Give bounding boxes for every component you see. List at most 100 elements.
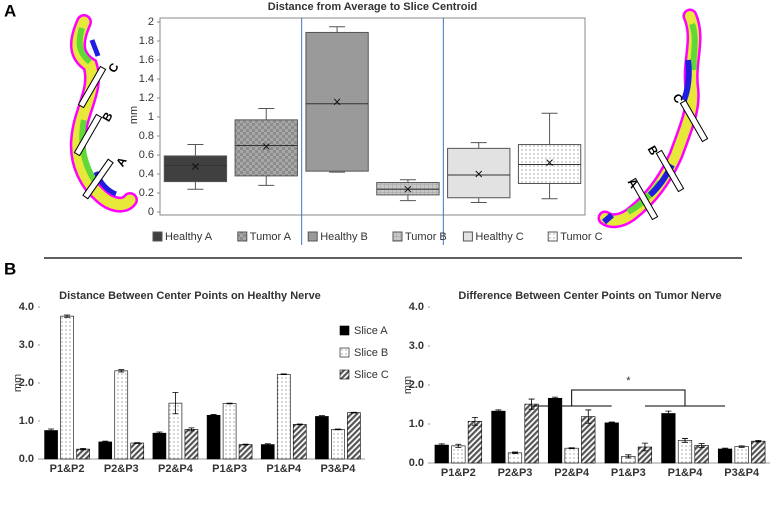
x-tick-label: P2&P3 <box>498 467 533 479</box>
chart-title: Distance Between Center Points on Health… <box>59 290 321 302</box>
legend-swatch <box>462 231 473 242</box>
slice-label: B <box>99 109 116 124</box>
legend-swatch <box>339 325 350 336</box>
error-bar <box>102 440 109 444</box>
bar <box>315 416 329 460</box>
error-bar <box>264 443 271 446</box>
mean-marker <box>475 170 483 178</box>
legend-swatch <box>237 231 248 242</box>
error-bar <box>552 396 559 400</box>
bar <box>292 424 307 460</box>
y-tick-label: 0.2 <box>139 187 154 199</box>
error-bar <box>242 443 249 446</box>
bar <box>751 440 766 464</box>
bar <box>547 397 563 464</box>
y-tick-label: 0.0 <box>409 457 424 469</box>
error-bar <box>608 421 615 425</box>
y-tick-label: 1.2 <box>139 92 154 104</box>
legend-label: Tumor C <box>560 231 602 243</box>
legend-label: Tumor B <box>405 231 447 243</box>
bar <box>451 445 466 464</box>
legend-swatch <box>547 231 558 242</box>
panel-label: B <box>4 259 16 278</box>
error-bar <box>698 443 705 448</box>
error-bar <box>665 410 672 417</box>
plot-frame <box>159 17 586 216</box>
x-tick-label: P1&P2 <box>50 463 85 475</box>
error-bar <box>156 431 163 435</box>
bar <box>347 412 361 460</box>
bar <box>60 315 74 460</box>
x-tick-label: P3&P4 <box>320 463 356 475</box>
legend-swatch <box>339 369 350 380</box>
error-bar <box>471 416 478 426</box>
legend-label: Slice B <box>354 347 388 359</box>
error-bar <box>334 428 341 431</box>
error-bar <box>495 409 502 413</box>
x-tick-label: P1&P4 <box>668 467 704 479</box>
slice-label: A <box>113 154 130 169</box>
error-bar <box>738 445 745 448</box>
x-tick-label: P1&P2 <box>441 467 476 479</box>
legend-label: Slice A <box>354 325 388 337</box>
chart-title: Difference Between Center Points on Tumo… <box>458 290 721 302</box>
y-tick-label: 1.6 <box>139 54 154 66</box>
y-tick-label: 1.0 <box>19 415 34 427</box>
bar <box>491 410 506 464</box>
bar <box>184 429 199 460</box>
error-bar <box>350 411 357 414</box>
bar <box>331 429 345 460</box>
bar <box>434 444 449 464</box>
bar <box>604 422 619 464</box>
significance-bracket <box>531 389 725 407</box>
x-tick-label: P1&P3 <box>212 463 247 475</box>
error-bar <box>48 428 55 433</box>
x-tick-label: P2&P3 <box>104 463 139 475</box>
error-bar <box>64 314 71 318</box>
error-bar <box>722 447 729 451</box>
y-tick-label: 2.0 <box>409 379 424 391</box>
x-tick-label: P1&P3 <box>611 467 646 479</box>
bar <box>222 403 237 460</box>
y-tick-label: 3.0 <box>409 340 424 352</box>
y-tick-label: 1.4 <box>139 73 154 85</box>
error-bar <box>172 392 179 415</box>
bar <box>507 452 523 464</box>
bar <box>694 445 709 464</box>
box <box>234 119 298 177</box>
legend-swatch <box>152 231 163 242</box>
error-bar <box>568 447 575 449</box>
error-bar <box>438 443 445 447</box>
error-bar <box>80 447 87 451</box>
legend-label: Healthy B <box>320 231 368 243</box>
error-bar <box>210 414 217 417</box>
bar <box>524 403 539 464</box>
y-axis-label: mm <box>128 106 140 124</box>
nerve-image <box>597 8 709 229</box>
bar <box>661 413 676 464</box>
error-bar <box>512 451 518 455</box>
legend-label: Healthy A <box>165 231 213 243</box>
error-bar <box>118 369 125 373</box>
error-bar <box>528 398 535 410</box>
bar <box>152 432 167 460</box>
y-tick-label: 0.8 <box>139 130 154 142</box>
error-bar <box>280 373 287 376</box>
bar <box>98 441 113 460</box>
y-tick-label: 0.6 <box>139 149 154 161</box>
bar <box>76 448 90 460</box>
bar <box>677 440 693 464</box>
nerve-image <box>69 14 138 213</box>
legend-label: Healthy C <box>475 231 523 243</box>
bar <box>114 370 129 460</box>
x-tick-label: P2&P4 <box>554 467 590 479</box>
error-bar <box>625 454 632 459</box>
x-tick-label: P2&P4 <box>158 463 194 475</box>
y-tick-label: 1.0 <box>409 418 424 430</box>
y-tick-label: 2 <box>148 16 154 28</box>
error-bar <box>682 438 688 443</box>
y-tick-label: 4.0 <box>19 301 34 313</box>
bar <box>734 446 749 464</box>
error-bar <box>318 415 325 418</box>
